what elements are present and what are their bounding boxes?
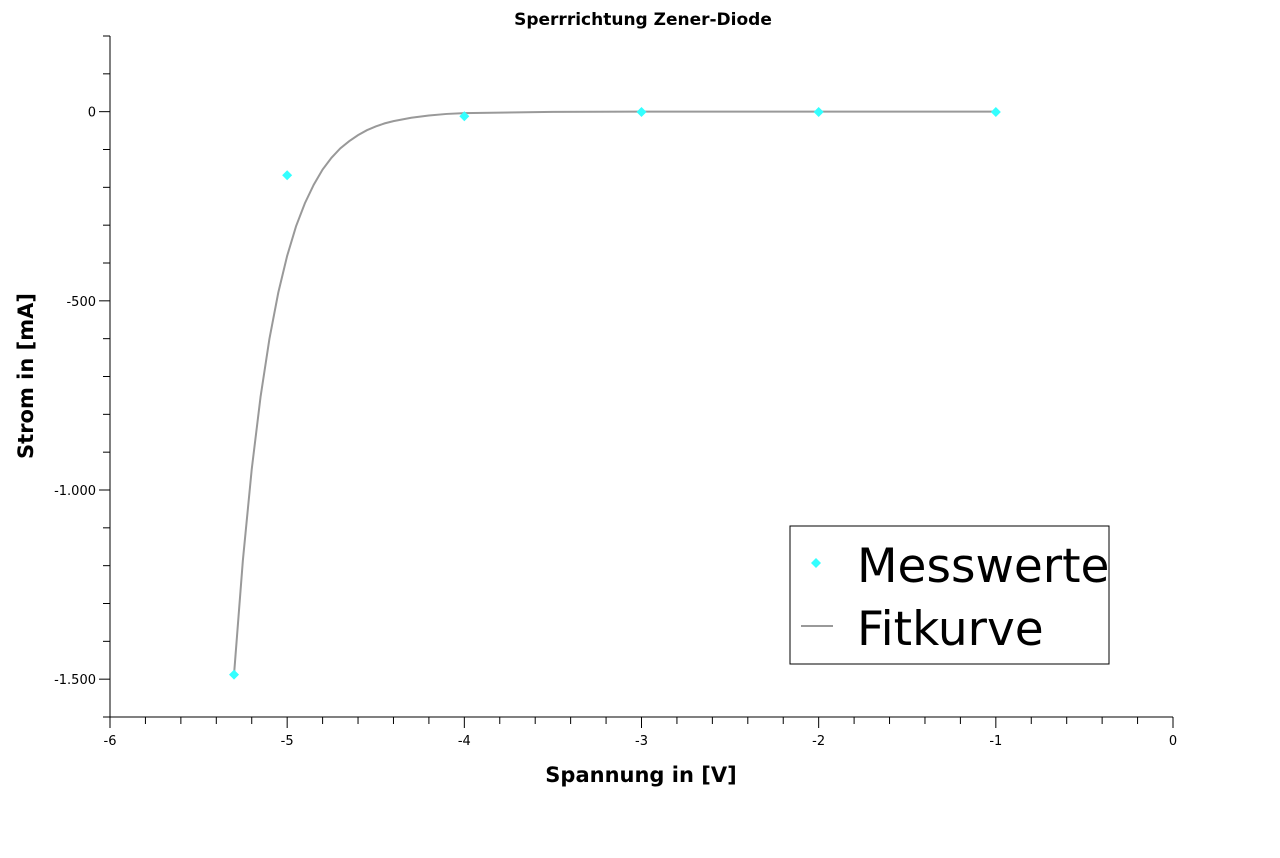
x-tick-label: 0 (1169, 734, 1177, 749)
x-tick-label: -6 (104, 734, 117, 749)
data-point (636, 107, 647, 118)
plot-area (229, 107, 1001, 680)
fit-curve-line (233, 110, 996, 675)
legend: Messwerte Fitkurve (789, 525, 1110, 665)
y-axis-label: Strom in [mA] (14, 293, 38, 459)
data-point (990, 107, 1001, 118)
data-point (229, 669, 240, 680)
legend-marker-messwerte (811, 558, 821, 568)
x-ticks: -6 -5 -4 -3 -2 -1 0 (104, 717, 1177, 749)
legend-box (789, 525, 1110, 665)
data-point (459, 111, 470, 122)
data-point (282, 170, 293, 181)
x-tick-label: -1 (989, 734, 1002, 749)
x-tick-label: -4 (458, 734, 471, 749)
y-ticks: 0 -500 -1.000 -1.500 (54, 35, 110, 718)
x-axis-label: Spannung in [V] (545, 763, 736, 787)
y-tick-label: -500 (66, 295, 96, 310)
legend-label-messwerte: Messwerte (857, 539, 1109, 594)
data-point (813, 107, 824, 118)
y-tick-label: -1.000 (54, 484, 96, 499)
measurement-markers (229, 107, 1001, 680)
x-tick-label: -3 (635, 734, 648, 749)
chart-title: Sperrrichtung Zener-Diode (514, 10, 772, 30)
y-tick-label: -1.500 (54, 673, 96, 688)
y-tick-label: 0 (88, 106, 96, 121)
x-tick-label: -2 (812, 734, 825, 749)
legend-label-fitkurve: Fitkurve (857, 602, 1044, 657)
x-tick-label: -5 (281, 734, 294, 749)
